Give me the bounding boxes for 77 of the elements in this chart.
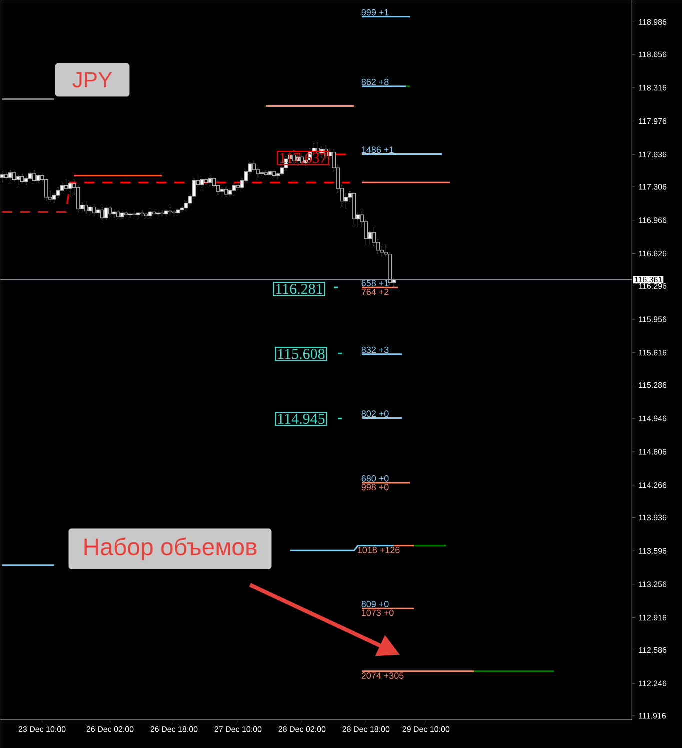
x-tick-label: 28 Dec 18:00 [342,726,390,732]
y-tick-label: 116.296 [639,283,667,289]
candlestick [200,178,204,189]
candlestick [164,208,168,218]
y-tick-label: 118.656 [639,52,667,58]
annotation: 658 +1 [362,280,389,287]
annotation: 680 +0 [362,475,389,482]
y-tick-label: 115.956 [639,316,667,322]
candlestick [88,204,92,216]
y-tick-label: 117.976 [639,118,667,124]
annotation: 764 +2 [362,288,389,296]
x-tick-label: 26 Dec 02:00 [86,726,134,732]
annotation: 832 +3 [362,346,389,354]
annotation: 1073 +0 [362,610,394,616]
candlestick [224,186,228,198]
candlestick [208,174,212,187]
candlestick [116,210,120,220]
candlestick [32,170,36,184]
y-tick-label: 114.266 [639,482,667,488]
y-tick-label: 116.966 [639,218,667,224]
candlestick [272,168,276,178]
y-tick-label: 117.306 [639,184,667,190]
annotation: 116.281 [276,284,322,294]
y-tick-label: 118.316 [639,85,667,91]
y-tick-label: 113.936 [639,514,667,521]
candlestick [136,212,140,220]
y-tick-label: 113.256 [639,582,667,588]
annotation: 998 +0 [362,484,389,491]
candlestick [28,172,32,182]
x-tick-label: 23 Dec 10:00 [18,726,66,732]
candlestick [176,208,180,216]
candlestick [216,181,220,196]
y-tick-label: 114.606 [639,449,667,455]
y-tick-label: 112.246 [639,680,667,686]
candlestick [120,210,124,220]
candlestick [268,170,272,178]
candlestick [96,208,100,218]
annotation: 1018 +126 [358,547,400,554]
candlestick [108,206,112,218]
annotation: 809 +0 [362,601,389,608]
annotation: 802 +0 [362,410,389,418]
candlestick [232,183,236,193]
candlestick [8,170,12,182]
x-tick-label: 26 Dec 18:00 [150,726,198,732]
candlestick [36,174,40,184]
candlestick [20,174,24,184]
annotation: 2074 +305 [362,672,404,679]
annotation: Набор объемов [84,538,257,560]
y-tick-label: 113.596 [639,548,667,554]
candlestick [104,204,108,220]
candlestick [68,181,72,198]
candlestick [4,172,8,180]
x-tick-label: 27 Dec 10:00 [214,726,262,732]
y-tick-label: 118.986 [639,19,667,26]
candlestick [84,201,88,214]
y-tick-label: 115.616 [639,350,667,356]
annotation: 114.945 [278,414,325,424]
candlestick [352,192,356,226]
annotation: JPY [72,72,112,88]
y-tick-label: 117.636 [639,152,667,158]
annotation: 999 +1 [362,9,389,16]
y-tick-label: 116.626 [639,250,667,257]
candlestick [92,204,96,216]
candlestick [12,170,16,182]
y-tick-label: 112.916 [639,615,667,621]
annotation: 1486 +1 [362,146,394,154]
candlestick [100,206,104,222]
x-tick-label: 29 Dec 10:00 [402,726,450,732]
y-tick-label: 115.286 [639,382,667,388]
x-tick-label: 28 Dec 02:00 [278,726,326,732]
ref-line-label: 116.361 [634,276,662,283]
annotation: 115.608 [278,349,325,360]
y-tick-label: 111.916 [639,713,666,719]
candlestick [148,210,152,218]
annotation: 862 +8 [362,78,389,86]
y-tick-label: 112.586 [639,647,667,654]
y-tick-label: 114.946 [639,416,667,422]
